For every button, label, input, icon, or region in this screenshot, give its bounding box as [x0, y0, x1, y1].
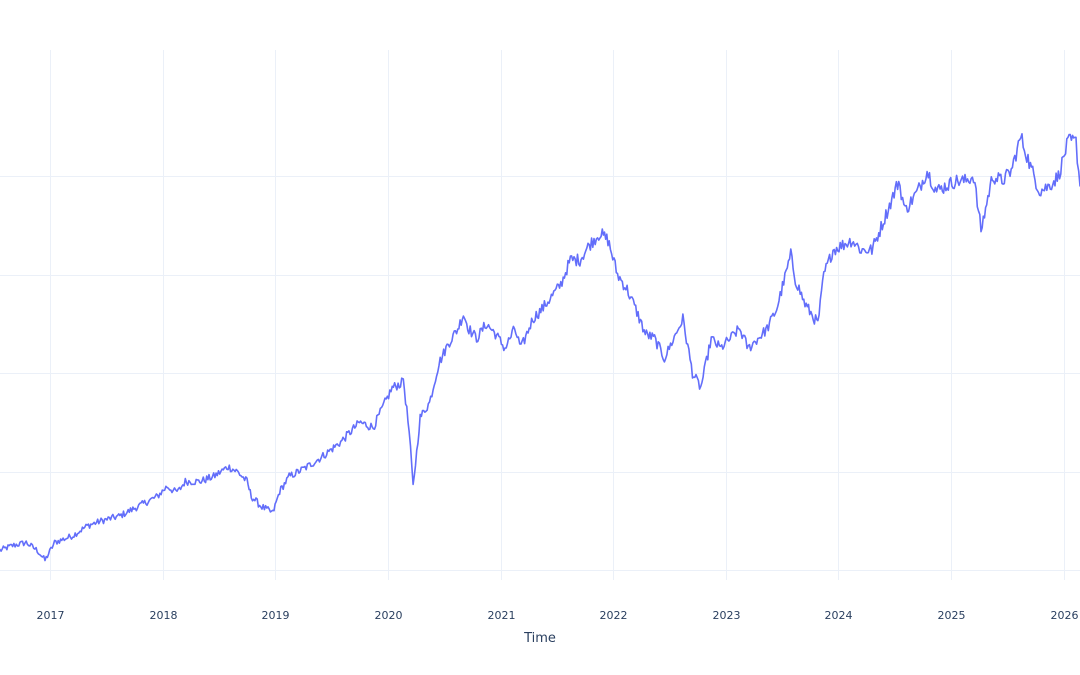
x-tick-label-2026: 2026	[1051, 609, 1079, 622]
x-tick-label-2018: 2018	[150, 609, 178, 622]
series-layer	[0, 133, 1080, 562]
x-tick-label-2020: 2020	[375, 609, 403, 622]
x-tick-label-2025: 2025	[938, 609, 966, 622]
x-axis-title: Time	[523, 631, 556, 646]
x-tick-label-2023: 2023	[713, 609, 741, 622]
x-tick-label-2021: 2021	[488, 609, 516, 622]
series-line-0	[0, 133, 1080, 562]
x-gridlines	[50, 50, 1065, 580]
x-tick-label-2019: 2019	[262, 609, 290, 622]
x-tick-label-2017: 2017	[37, 609, 65, 622]
x-tick-label-2024: 2024	[825, 609, 853, 622]
y-gridlines	[0, 176, 1080, 571]
x-tick-label-2022: 2022	[600, 609, 628, 622]
x-tick-labels: 2017 2018 2019 2020 2021 2022 2023 2024 2025 2026	[37, 609, 1079, 622]
